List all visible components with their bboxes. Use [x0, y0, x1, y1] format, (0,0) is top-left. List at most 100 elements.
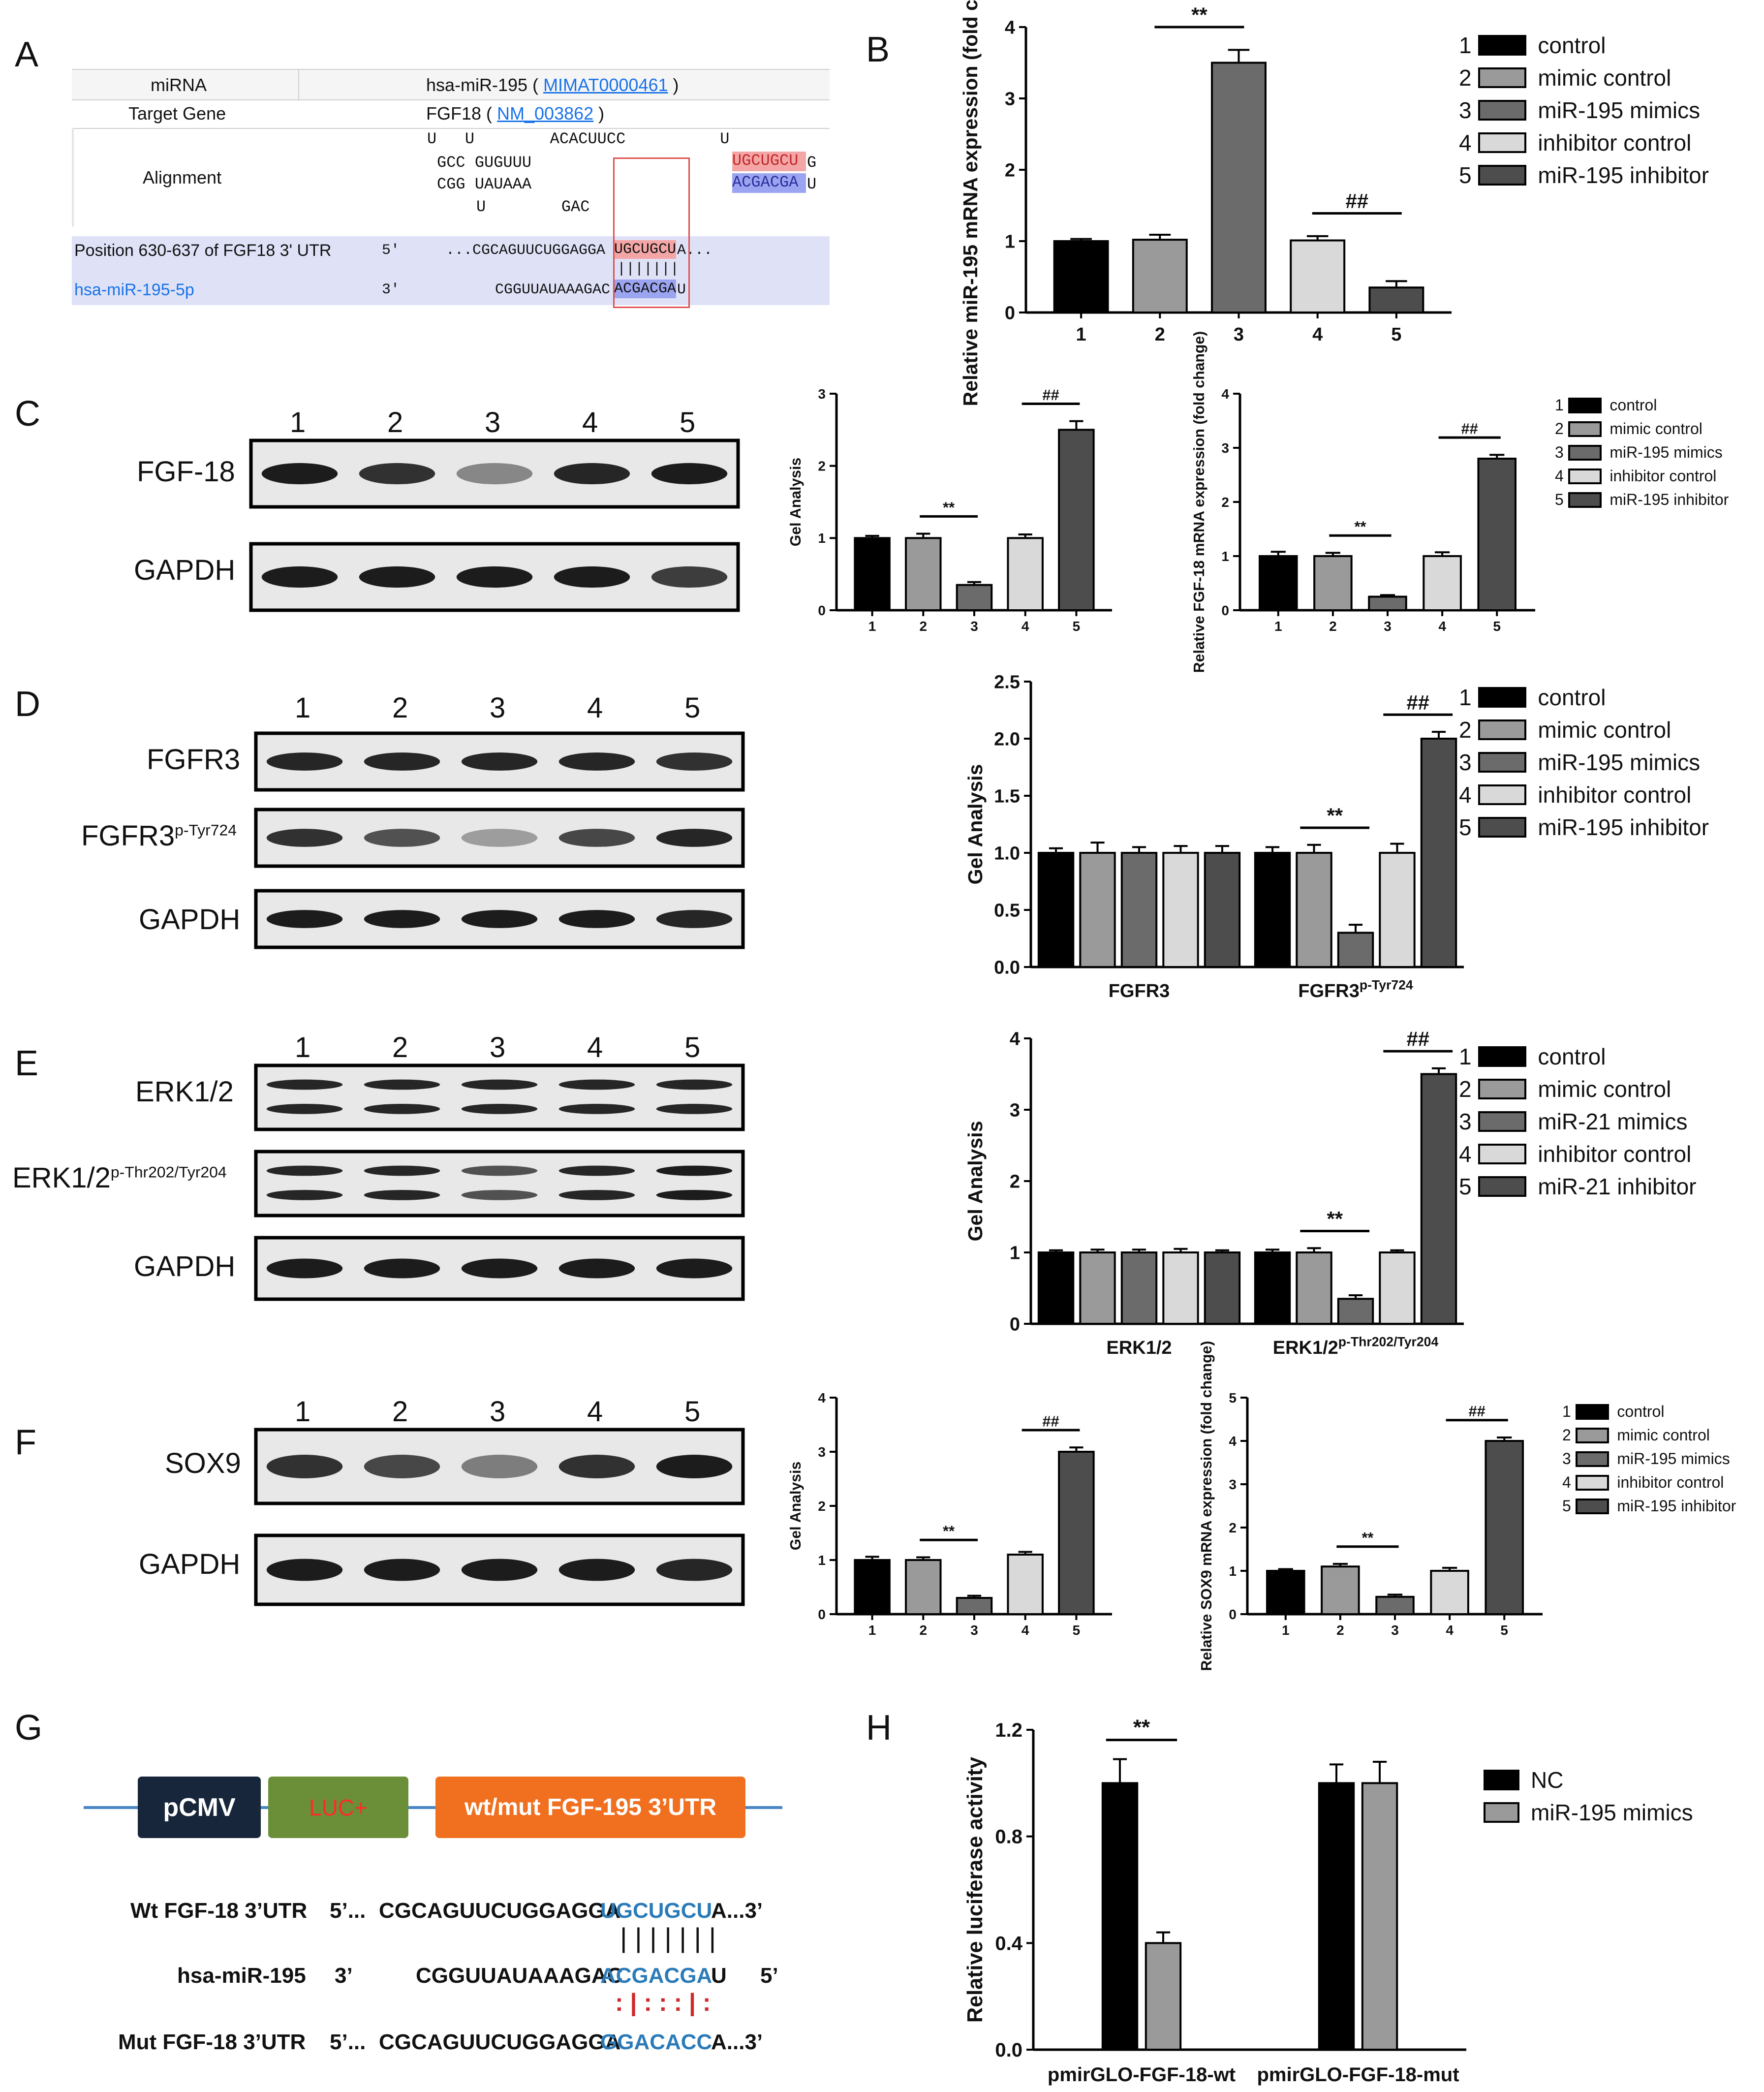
bar — [1368, 595, 1407, 611]
lane-number: 4 — [587, 1031, 603, 1063]
y-tick-label: 0.4 — [995, 1933, 1022, 1954]
chart-E: 0 1 2 3 4 Gel Analysis ERK1/2 ERK1/2p-Thr202/Ty… — [964, 1028, 1464, 1358]
bar — [1120, 852, 1158, 968]
bar — [1254, 1251, 1291, 1325]
x-tick-label: 5 — [1073, 619, 1081, 634]
row-label-gapdh-c: GAPDH — [134, 554, 236, 586]
blot-sox9-band — [266, 1455, 343, 1478]
bar — [854, 1559, 891, 1615]
significance-label: ** — [1191, 3, 1207, 27]
y-tick-label: 1 — [1221, 549, 1229, 564]
row-label-sox9: SOX9 — [165, 1447, 241, 1479]
wt-seq: CGCAGUUCUGGAGGA — [379, 1899, 621, 1923]
y-tick-label: 0.0 — [994, 957, 1020, 978]
blot-fgfr3-band — [656, 752, 733, 771]
legend-number: 5 — [1555, 491, 1564, 508]
x-tick-label: 3 — [970, 619, 978, 634]
blot-erk-band — [364, 1104, 440, 1114]
refseq-link[interactable]: NM_003862 — [497, 103, 594, 124]
x-group-superscript: p-Thr202/Tyr204 — [1338, 1335, 1439, 1349]
significance-label: ## — [1042, 386, 1059, 404]
y-axis-label: Relative SOX9 mRNA expression (fold chan… — [1199, 1341, 1215, 1671]
bar — [1430, 1570, 1469, 1615]
x-tick-label: 4 — [1446, 1623, 1454, 1638]
legend-swatch — [1478, 67, 1527, 89]
significance-label: ## — [1461, 420, 1478, 437]
y-tick-label: 4 — [1221, 386, 1229, 402]
x-tick-label: 3 — [1384, 619, 1392, 634]
position-seq-tail: A... — [677, 242, 713, 259]
mirna-seq-seed: ACGACGA — [614, 280, 677, 298]
legend-label: miR-195 mimics — [1609, 443, 1723, 461]
blot-perk — [254, 1150, 745, 1218]
significance-label: ** — [943, 1523, 955, 1540]
mirna-name-link[interactable]: hsa-miR-195-5p — [74, 281, 194, 299]
blot-sox9-band — [364, 1455, 440, 1478]
mirna-label: miRNA — [151, 75, 207, 95]
blot-gapdh-e — [254, 1236, 745, 1301]
wt-seed: UGCUGCU — [600, 1899, 712, 1923]
y-axis-label: Gel Analysis — [964, 764, 987, 885]
legend-number: 5 — [1459, 162, 1472, 188]
x-group-label: FGFR3 — [1109, 981, 1170, 1001]
bar — [1053, 240, 1109, 313]
x-tick-label: 2 — [1329, 619, 1337, 634]
x-tick-label: 3 — [970, 1623, 978, 1638]
legend-number: 2 — [1459, 717, 1472, 743]
x-tick-label: 4 — [1021, 1623, 1029, 1638]
y-tick-label: 3 — [1221, 440, 1229, 456]
legend-number: 4 — [1562, 1473, 1571, 1491]
lane-number: 3 — [490, 1031, 506, 1063]
x-tick-label: 4 — [1021, 619, 1029, 634]
legend-swatch — [1568, 492, 1602, 508]
y-tick-label: 1 — [1229, 1563, 1237, 1579]
x-tick-label: 2 — [1155, 324, 1165, 345]
construct-backbone — [84, 1806, 782, 1809]
wt-5prime: 5’... — [330, 1899, 366, 1923]
legend-number: 4 — [1459, 782, 1472, 808]
mirbase-link[interactable]: MIMAT0000461 — [543, 75, 668, 95]
blot-erk-frame — [254, 1063, 745, 1131]
panel-label-f: F — [15, 1423, 36, 1462]
legend-label: miR-195 inhibitor — [1538, 162, 1709, 188]
chart-C1: 0 1 2 3 Gel Analysis 1 2 3 4 5 ** ## — [788, 386, 1112, 634]
legend-item: 3 miR-195 mimics — [1555, 443, 1723, 462]
row-mirna: miRNA hsa-miR-195 ( MIMAT0000461 ) — [72, 69, 830, 100]
y-tick-label: 3 — [1010, 1100, 1020, 1121]
blot-pfgfr3-band — [266, 829, 343, 847]
alignment-line-3-tail: U — [807, 175, 817, 193]
lane-number: 2 — [392, 1031, 408, 1063]
x-group-label: ERK1/2 — [1106, 1338, 1172, 1358]
y-tick-label: 2 — [1229, 1520, 1237, 1535]
blot-gapdh-d-band — [461, 910, 538, 928]
lane-number: 1 — [290, 406, 306, 438]
blot-fgfr3-band — [461, 752, 538, 771]
mirna-dir: 3' — [382, 281, 400, 298]
bar — [1079, 852, 1116, 968]
mut-5prime: 5’... — [330, 2030, 366, 2054]
bar — [1477, 458, 1516, 611]
significance-label: ** — [1354, 518, 1366, 535]
legend-swatch — [1478, 99, 1527, 121]
mir-3prime: 3’ — [335, 1964, 353, 1988]
position-pairs: ||||||| — [617, 261, 680, 278]
legend-swatch — [1478, 1143, 1527, 1165]
bar — [1162, 1251, 1199, 1325]
blot-fgf18-band — [554, 463, 630, 485]
legend-swatch — [1576, 1474, 1609, 1491]
x-group-label: ERK1/2p-Thr202/Tyr204 — [1273, 1335, 1439, 1358]
y-tick-label: 3 — [818, 1444, 826, 1460]
legend-label: mimic control — [1538, 65, 1671, 91]
y-tick-label: 1.0 — [994, 843, 1020, 864]
significance-label: ## — [1042, 1412, 1059, 1430]
blot-gapdh-e-band — [266, 1258, 343, 1279]
blot-fgfr3-band — [266, 752, 343, 771]
legend-number: 5 — [1459, 814, 1472, 840]
x-tick-label: 5 — [1073, 1623, 1081, 1638]
seed-box — [613, 157, 690, 308]
y-tick-label: 0.8 — [995, 1826, 1022, 1848]
mut-label: Mut FGF-18 3’UTR — [118, 2030, 306, 2054]
bar — [1058, 1451, 1095, 1615]
legend-swatch — [1568, 444, 1602, 461]
y-tick-label: 2.0 — [994, 729, 1020, 749]
